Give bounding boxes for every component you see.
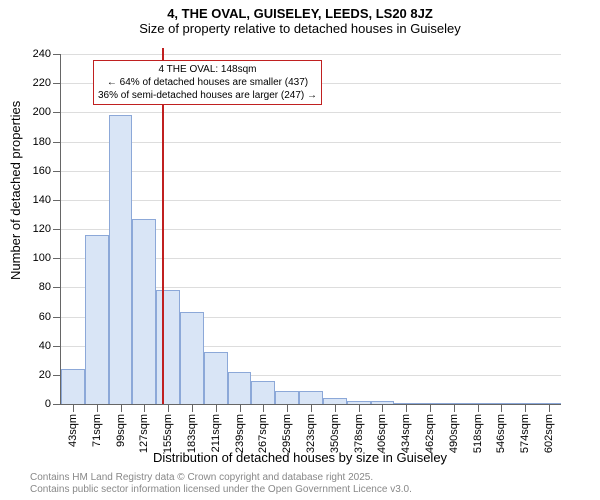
x-tick-label: 546sqm: [495, 414, 507, 453]
gridline: [61, 54, 561, 55]
y-tick: [53, 112, 61, 113]
x-tick-label: 211sqm: [210, 414, 222, 452]
histogram-bar: [204, 352, 228, 405]
y-tick-label: 100: [33, 252, 51, 264]
x-tick: [121, 404, 122, 412]
x-tick-label: 71sqm: [91, 414, 103, 447]
annotation-box: 4 THE OVAL: 148sqm← 64% of detached hous…: [93, 60, 322, 105]
y-tick: [53, 258, 61, 259]
chart-title: 4, THE OVAL, GUISELEY, LEEDS, LS20 8JZ S…: [0, 0, 600, 36]
x-tick-label: 378sqm: [353, 414, 365, 453]
x-tick: [454, 404, 455, 412]
x-tick: [430, 404, 431, 412]
x-tick-label: 323sqm: [305, 414, 317, 453]
y-tick-label: 220: [33, 77, 51, 89]
y-tick-label: 140: [33, 194, 51, 206]
x-tick: [192, 404, 193, 412]
gridline: [61, 142, 561, 143]
y-tick-label: 60: [39, 311, 51, 323]
histogram-chart: 02040608010012014016018020022024043sqm71…: [60, 54, 561, 405]
x-tick-label: 518sqm: [472, 414, 484, 453]
footer-attribution: Contains HM Land Registry data © Crown c…: [30, 472, 412, 496]
y-tick-label: 80: [39, 281, 51, 293]
histogram-bar: [85, 235, 109, 404]
y-tick: [53, 346, 61, 347]
y-tick-label: 180: [33, 136, 51, 148]
x-tick-label: 127sqm: [138, 414, 150, 453]
x-tick: [216, 404, 217, 412]
x-axis-label: Distribution of detached houses by size …: [0, 450, 600, 465]
histogram-bar: [132, 219, 156, 404]
x-tick: [525, 404, 526, 412]
x-tick-label: 295sqm: [281, 414, 293, 453]
histogram-bar: [299, 391, 323, 404]
y-tick: [53, 317, 61, 318]
y-tick: [53, 200, 61, 201]
y-tick-label: 120: [33, 223, 51, 235]
histogram-bar: [156, 290, 180, 404]
x-tick: [478, 404, 479, 412]
y-tick: [53, 83, 61, 84]
x-tick-label: 462sqm: [424, 414, 436, 453]
annotation-line: ← 64% of detached houses are smaller (43…: [98, 76, 317, 89]
y-tick-label: 160: [33, 165, 51, 177]
x-tick-label: 99sqm: [115, 414, 127, 447]
x-tick-label: 43sqm: [67, 414, 79, 447]
y-tick: [53, 287, 61, 288]
y-tick: [53, 54, 61, 55]
y-tick-label: 240: [33, 48, 51, 60]
x-tick-label: 267sqm: [257, 414, 269, 453]
x-tick-label: 183sqm: [186, 414, 198, 453]
footer-line2: Contains public sector information licen…: [30, 484, 412, 496]
histogram-bar: [61, 369, 85, 404]
x-tick: [73, 404, 74, 412]
x-tick-label: 490sqm: [448, 414, 460, 453]
y-tick: [53, 142, 61, 143]
title-line2: Size of property relative to detached ho…: [0, 21, 600, 36]
y-tick: [53, 229, 61, 230]
gridline: [61, 112, 561, 113]
x-tick: [549, 404, 550, 412]
annotation-line: 4 THE OVAL: 148sqm: [98, 63, 317, 76]
title-line1: 4, THE OVAL, GUISELEY, LEEDS, LS20 8JZ: [0, 6, 600, 21]
histogram-bar: [109, 115, 133, 404]
histogram-bar: [228, 372, 252, 404]
y-tick-label: 200: [33, 106, 51, 118]
x-tick: [406, 404, 407, 412]
y-axis-label: Number of detached properties: [8, 101, 23, 280]
x-tick: [501, 404, 502, 412]
y-tick-label: 40: [39, 340, 51, 352]
histogram-bar: [275, 391, 299, 404]
x-tick: [168, 404, 169, 412]
x-tick: [240, 404, 241, 412]
x-tick-label: 434sqm: [400, 414, 412, 453]
x-tick: [311, 404, 312, 412]
x-tick-label: 406sqm: [376, 414, 388, 453]
gridline: [61, 171, 561, 172]
x-tick: [335, 404, 336, 412]
x-tick: [97, 404, 98, 412]
x-tick: [287, 404, 288, 412]
y-tick: [53, 404, 61, 405]
histogram-bar: [251, 381, 275, 404]
x-tick-label: 239sqm: [234, 414, 246, 453]
y-tick: [53, 171, 61, 172]
x-tick: [359, 404, 360, 412]
y-tick-label: 0: [45, 398, 51, 410]
y-tick-label: 20: [39, 369, 51, 381]
x-tick: [263, 404, 264, 412]
histogram-bar: [180, 312, 204, 404]
gridline: [61, 200, 561, 201]
x-tick-label: 155sqm: [162, 414, 174, 453]
x-tick-label: 350sqm: [329, 414, 341, 453]
x-tick-label: 602sqm: [543, 414, 555, 453]
y-tick: [53, 375, 61, 376]
x-tick: [382, 404, 383, 412]
annotation-line: 36% of semi-detached houses are larger (…: [98, 89, 317, 102]
footer-line1: Contains HM Land Registry data © Crown c…: [30, 472, 412, 484]
x-tick: [144, 404, 145, 412]
x-tick-label: 574sqm: [519, 414, 531, 453]
